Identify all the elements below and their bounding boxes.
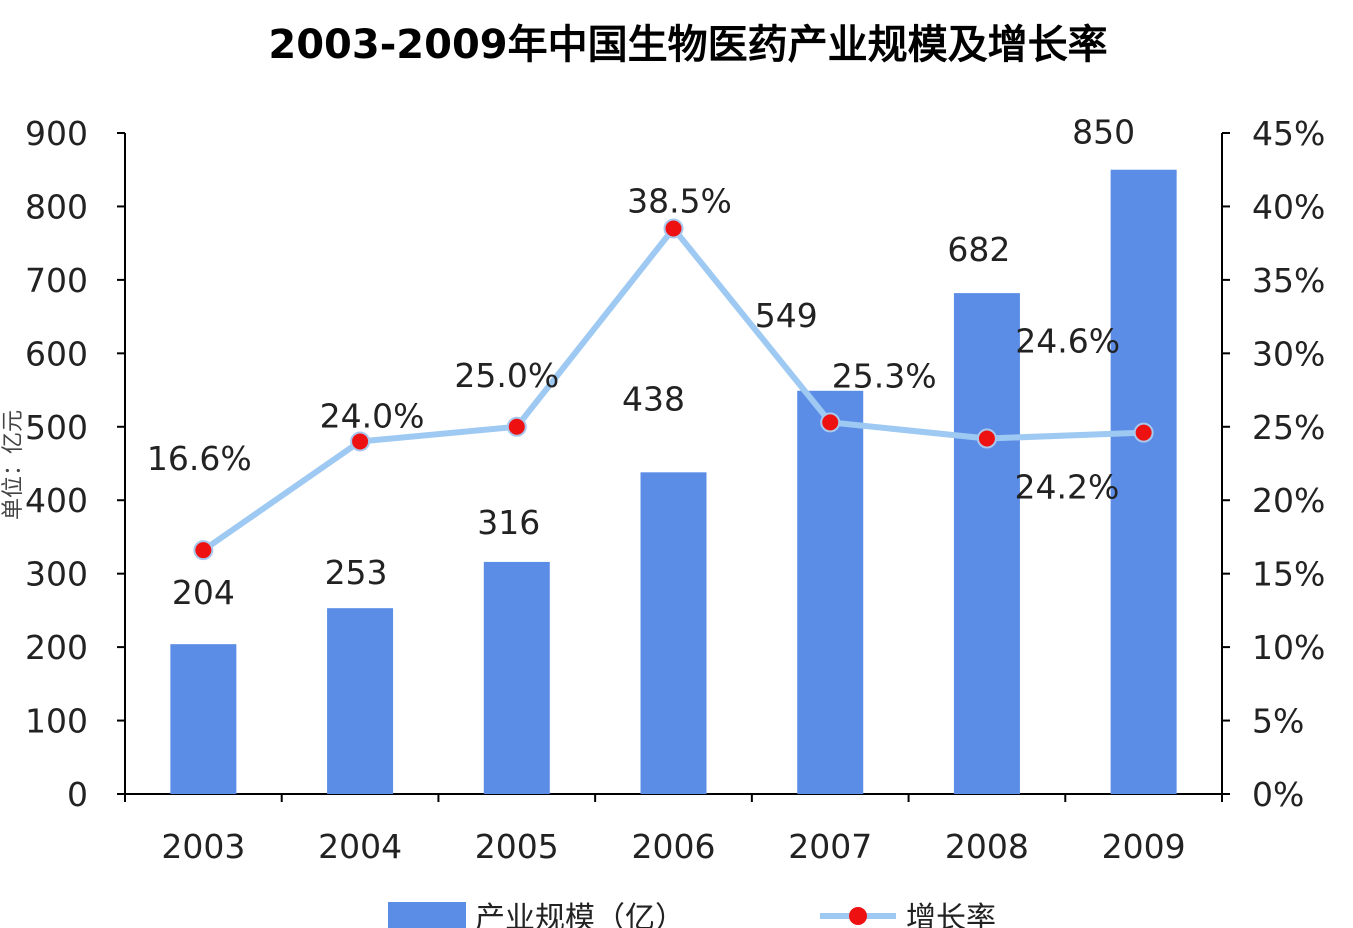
bars: [170, 169, 1177, 794]
axes: 0 100 200 300 400 500 600 700 800 900 0% 5% 10% 15% 20…: [1, 114, 1325, 866]
growth-line: [193, 218, 1154, 561]
bar: [953, 293, 1020, 794]
left-tick-label: 900: [25, 114, 88, 153]
legend-label-line: 增长率: [906, 901, 996, 928]
growth-value-label: 24.2%: [1015, 468, 1120, 507]
bar-value-label: 253: [325, 553, 388, 592]
growth-point: [506, 416, 527, 437]
bar: [1110, 169, 1177, 794]
right-tick-label: 40%: [1252, 187, 1325, 226]
legend: 产业规模（亿） 增长率: [388, 901, 996, 928]
growth-point: [1133, 422, 1154, 443]
growth-value-label: 16.6%: [147, 439, 252, 478]
right-tick-label: 10%: [1252, 628, 1325, 667]
x-tick-label: 2008: [945, 827, 1029, 866]
bar-value-label: 438: [622, 379, 685, 418]
left-tick-label: 800: [25, 187, 88, 226]
legend-marker: [849, 907, 867, 925]
growth-value-label: 25.3%: [832, 356, 937, 395]
left-tick-label: 700: [25, 261, 88, 300]
right-tick-label: 45%: [1252, 114, 1325, 153]
growth-value-label: 24.6%: [1015, 322, 1120, 361]
x-tick-label: 2003: [161, 827, 245, 866]
growth-point: [350, 431, 371, 452]
bar: [327, 608, 394, 794]
left-tick-label: 0: [67, 775, 88, 814]
bar-value-label: 682: [947, 230, 1010, 269]
x-tick-label: 2006: [632, 827, 716, 866]
growth-point: [820, 412, 841, 433]
x-tick-label: 2007: [788, 827, 872, 866]
left-tick-label: 300: [25, 555, 88, 594]
x-tick-label: 2005: [475, 827, 559, 866]
data-labels: 204 253 316 438 549 682 850 16.6% 24.0% 25.0% 38.5…: [147, 113, 1135, 612]
bar-value-label: 316: [477, 503, 540, 542]
growth-value-label: 24.0%: [320, 396, 425, 435]
bar: [170, 644, 237, 794]
x-tick-label: 2009: [1102, 827, 1186, 866]
right-tick-label: 35%: [1252, 261, 1325, 300]
right-tick-label: 20%: [1252, 481, 1325, 520]
left-tick-label: 600: [25, 334, 88, 373]
right-tick-label: 25%: [1252, 408, 1325, 447]
growth-value-label: 25.0%: [454, 356, 559, 395]
growth-value-label: 38.5%: [627, 181, 732, 220]
right-tick-label: 15%: [1252, 555, 1325, 594]
bar-value-label: 850: [1072, 113, 1135, 152]
growth-point: [663, 218, 684, 239]
left-tick-label: 100: [25, 702, 88, 741]
bar: [797, 390, 864, 794]
legend-swatch-bar: [388, 902, 466, 928]
left-tick-label: 200: [25, 628, 88, 667]
bar-value-label: 549: [755, 296, 818, 335]
x-tick-label: 2004: [318, 827, 402, 866]
bar: [640, 472, 707, 794]
y-axis-title: 单位：亿元: [1, 410, 26, 520]
right-tick-label: 5%: [1252, 702, 1304, 741]
bar: [483, 561, 550, 794]
growth-point: [976, 428, 997, 449]
left-tick-label: 400: [25, 481, 88, 520]
chart-title: 2003-2009年中国生物医药产业规模及增长率: [268, 22, 1108, 68]
right-tick-label: 0%: [1252, 775, 1304, 814]
bar-value-label: 204: [172, 573, 235, 612]
growth-point: [193, 540, 214, 561]
legend-label-bar: 产业规模（亿）: [475, 901, 685, 928]
left-tick-label: 500: [25, 408, 88, 447]
right-tick-label: 30%: [1252, 334, 1325, 373]
